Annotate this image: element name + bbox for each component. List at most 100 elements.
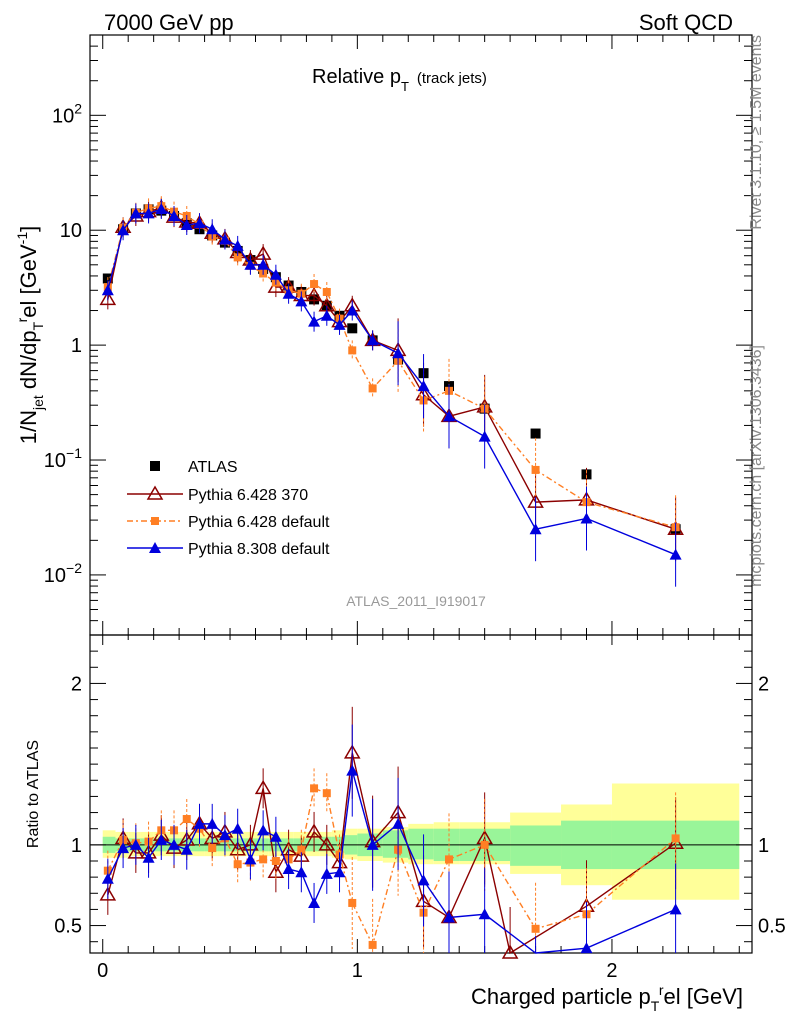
data-point (669, 548, 682, 560)
ratio-point (348, 898, 357, 907)
data-point (348, 346, 357, 355)
ratio-point (322, 789, 331, 798)
axis-ticks: 0 1 2 10−2 10−1 1 10 102 0.5 0.5 1 1 2 2 (44, 34, 786, 982)
data-point (333, 318, 346, 330)
series-line-main (107, 205, 676, 528)
data-point (530, 428, 541, 439)
data-point (257, 258, 270, 270)
ratio-point (180, 843, 193, 855)
ratio-point (182, 815, 191, 824)
series-line-ratio (107, 770, 676, 954)
ratio-point (117, 842, 130, 854)
ratio-panel-frame (89, 634, 753, 954)
ratio-point (392, 817, 405, 829)
y-axis-label-main: 1/Njet dN/dpTrel [GeV-1] (14, 226, 46, 445)
ratio-point (271, 856, 280, 865)
data-point (322, 287, 331, 296)
x-axis-label: Charged particle pTrel [GeV] (471, 982, 743, 1014)
ratio-point (297, 845, 306, 854)
x-tick-label: 2 (606, 960, 617, 982)
mcplots-reference-text: mcplots.cern.ch [arXiv:1306.3436] (748, 345, 765, 587)
ratio-point (257, 824, 270, 836)
data-point (310, 280, 319, 289)
ratio-point (480, 840, 489, 849)
ratio-tick-label: 1 (71, 835, 82, 857)
ratio-point (208, 844, 217, 853)
ratio-point (366, 838, 379, 850)
data-point (347, 323, 358, 334)
data-point (168, 209, 181, 221)
legend-label: ATLAS (188, 459, 238, 476)
band-green (510, 825, 562, 866)
data-point (233, 253, 242, 262)
data-point (99, 290, 117, 306)
ratio-point (320, 867, 333, 879)
y-tick-label: 1 (71, 335, 82, 357)
ratio-point (580, 942, 593, 954)
data-point (531, 465, 540, 474)
ratio-point (671, 834, 680, 843)
header-left: 7000 GeV pp (104, 10, 234, 35)
ratio-point (101, 872, 114, 884)
legend: ATLAS Pythia 6.428 370 Pythia 6.428 defaul… (127, 459, 330, 558)
data-point (206, 223, 219, 235)
data-point (295, 295, 308, 307)
analysis-watermark: ATLAS_2011_I919017 (346, 593, 486, 609)
ratio-point (282, 863, 295, 875)
ratio-point (310, 784, 319, 793)
ratio-point (218, 829, 231, 841)
data-point (218, 233, 231, 245)
legend-label: Pythia 6.428 370 (188, 487, 308, 504)
data-point (305, 287, 323, 302)
data-point (417, 380, 430, 392)
ratio-point (99, 886, 117, 901)
data-point (368, 384, 377, 393)
ratio-point (295, 866, 308, 878)
y-tick-label: 10−2 (44, 560, 82, 587)
data-point (478, 430, 491, 442)
ratio-point (269, 830, 282, 842)
y-tick-label: 10 (60, 220, 82, 242)
data-point (231, 239, 244, 251)
data-point (155, 202, 168, 214)
data-point (193, 217, 206, 229)
ratio-point (333, 866, 346, 878)
ratio-point (308, 896, 321, 908)
y-tick-label: 102 (52, 100, 82, 127)
ratio-point (443, 911, 456, 923)
x-tick-label: 1 (352, 960, 363, 982)
data-point (529, 523, 542, 535)
ratio-point (193, 817, 206, 829)
plot-title: Relative pT (track jets) (312, 66, 487, 94)
ratio-point (231, 822, 244, 834)
ratio-point (501, 944, 519, 959)
ratio-point (346, 764, 359, 776)
data-point (129, 207, 142, 219)
data-point (282, 287, 295, 299)
data-point (244, 258, 257, 270)
data-point (346, 304, 359, 316)
ratio-point (259, 855, 268, 864)
header-right: Soft QCD (639, 10, 733, 35)
ratio-point (168, 838, 181, 850)
ratio-point (305, 823, 323, 838)
ratio-tick-label-right: 1 (758, 835, 769, 857)
rivet-version-text: Rivet 3.1.10, ≥ 1.5M events (748, 35, 765, 230)
ratio-tick-label: 2 (71, 673, 82, 695)
ratio-point (254, 779, 272, 795)
ratio-point (478, 908, 491, 920)
data-point (101, 284, 114, 296)
data-point (320, 309, 333, 321)
ratio-point (233, 860, 242, 869)
data-point (366, 334, 379, 346)
data-point (443, 410, 456, 422)
data-point (269, 268, 282, 280)
ratio-tick-label-right: 0.5 (758, 916, 786, 938)
series-line-main (107, 208, 676, 556)
series-line-main (107, 206, 676, 530)
data-point (580, 512, 593, 524)
series-line-ratio (107, 787, 677, 947)
ratio-point (318, 836, 336, 851)
ratio-point (417, 874, 430, 886)
